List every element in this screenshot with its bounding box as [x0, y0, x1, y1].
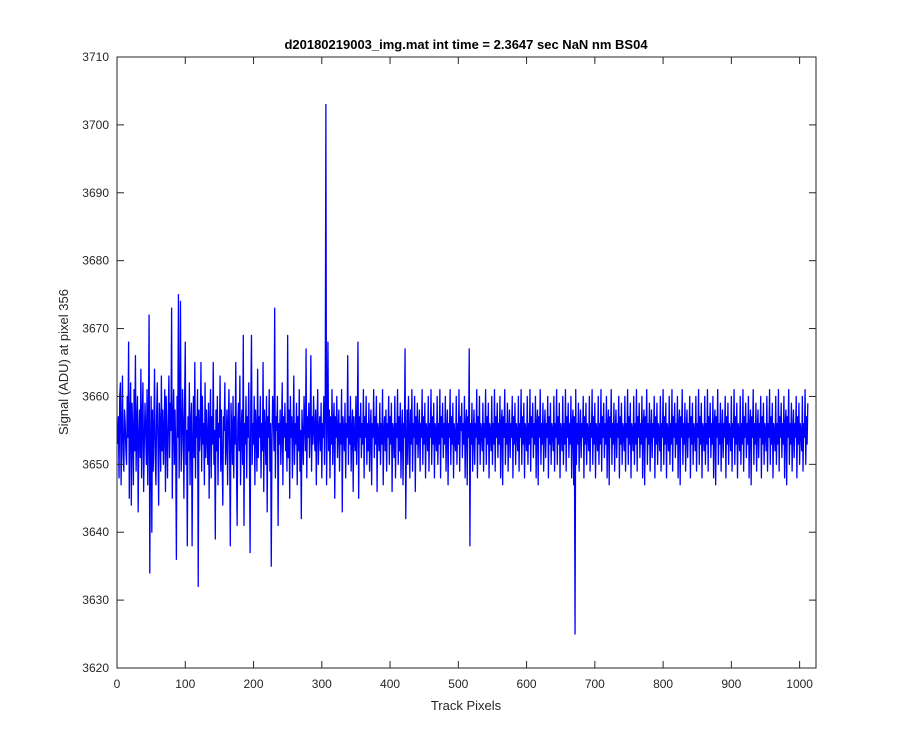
- y-tick-label: 3650: [82, 457, 109, 471]
- series-line-0: [117, 103, 809, 635]
- x-tick-label: 200: [244, 677, 264, 691]
- y-tick-label: 3660: [82, 389, 109, 403]
- y-tick-label: 3620: [82, 661, 109, 675]
- series-layer: [117, 103, 809, 635]
- x-tick-label: 300: [312, 677, 332, 691]
- x-axis: 0 100 200 300 400 500 600 700 800 900 1000: [114, 57, 813, 691]
- x-tick-label: 900: [721, 677, 741, 691]
- x-tick-label: 700: [585, 677, 605, 691]
- y-axis-label: Signal (ADU) at pixel 356: [56, 289, 71, 435]
- x-tick-label: 1000: [786, 677, 813, 691]
- y-tick-label: 3680: [82, 254, 109, 268]
- y-tick-label: 3690: [82, 186, 109, 200]
- x-tick-label: 600: [517, 677, 537, 691]
- plot-area: [117, 57, 816, 668]
- x-tick-label: 100: [175, 677, 195, 691]
- x-tick-label: 400: [380, 677, 400, 691]
- x-tick-label: 500: [448, 677, 468, 691]
- y-axis: 3620 3630 3640 3650 3660 3670 3680 3690 3700 3710: [82, 50, 816, 675]
- y-tick-label: 3670: [82, 322, 109, 336]
- chart-title: d20180219003_img.mat int time = 2.3647 s…: [284, 37, 648, 52]
- y-tick-label: 3700: [82, 118, 109, 132]
- x-tick-label: 0: [114, 677, 121, 691]
- x-axis-label: Track Pixels: [431, 698, 502, 713]
- x-tick-label: 800: [653, 677, 673, 691]
- axes-box: [116, 56, 817, 669]
- y-tick-label: 3640: [82, 525, 109, 539]
- y-tick-label: 3630: [82, 593, 109, 607]
- y-tick-label: 3710: [82, 50, 109, 64]
